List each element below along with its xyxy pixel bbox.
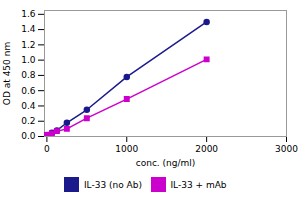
html-text:IL-33 + mAb: IL-33 + mAb bbox=[170, 179, 227, 190]
svg-text:0.8: 0.8 bbox=[21, 70, 36, 80]
svg-text:1.6: 1.6 bbox=[21, 9, 36, 19]
svg-text:0.4: 0.4 bbox=[21, 101, 36, 111]
svg-text:conc. (ng/ml): conc. (ng/ml) bbox=[136, 158, 196, 168]
html-text:IL-33 (no Ab): IL-33 (no Ab) bbox=[83, 179, 142, 190]
svg-text:0.2: 0.2 bbox=[21, 116, 35, 126]
svg-text:OD at 450 nm: OD at 450 nm bbox=[2, 42, 12, 105]
svg-text:0.6: 0.6 bbox=[21, 86, 36, 96]
svg-text:2000: 2000 bbox=[195, 144, 218, 154]
svg-text:1.4: 1.4 bbox=[21, 24, 36, 34]
svg-text:0: 0 bbox=[44, 144, 50, 154]
svg-text:1.2: 1.2 bbox=[21, 40, 35, 50]
svg-text:1.0: 1.0 bbox=[21, 55, 36, 65]
svg-text:0.0: 0.0 bbox=[21, 131, 36, 141]
svg-text:1000: 1000 bbox=[115, 144, 138, 154]
svg-text:3000: 3000 bbox=[275, 144, 298, 154]
